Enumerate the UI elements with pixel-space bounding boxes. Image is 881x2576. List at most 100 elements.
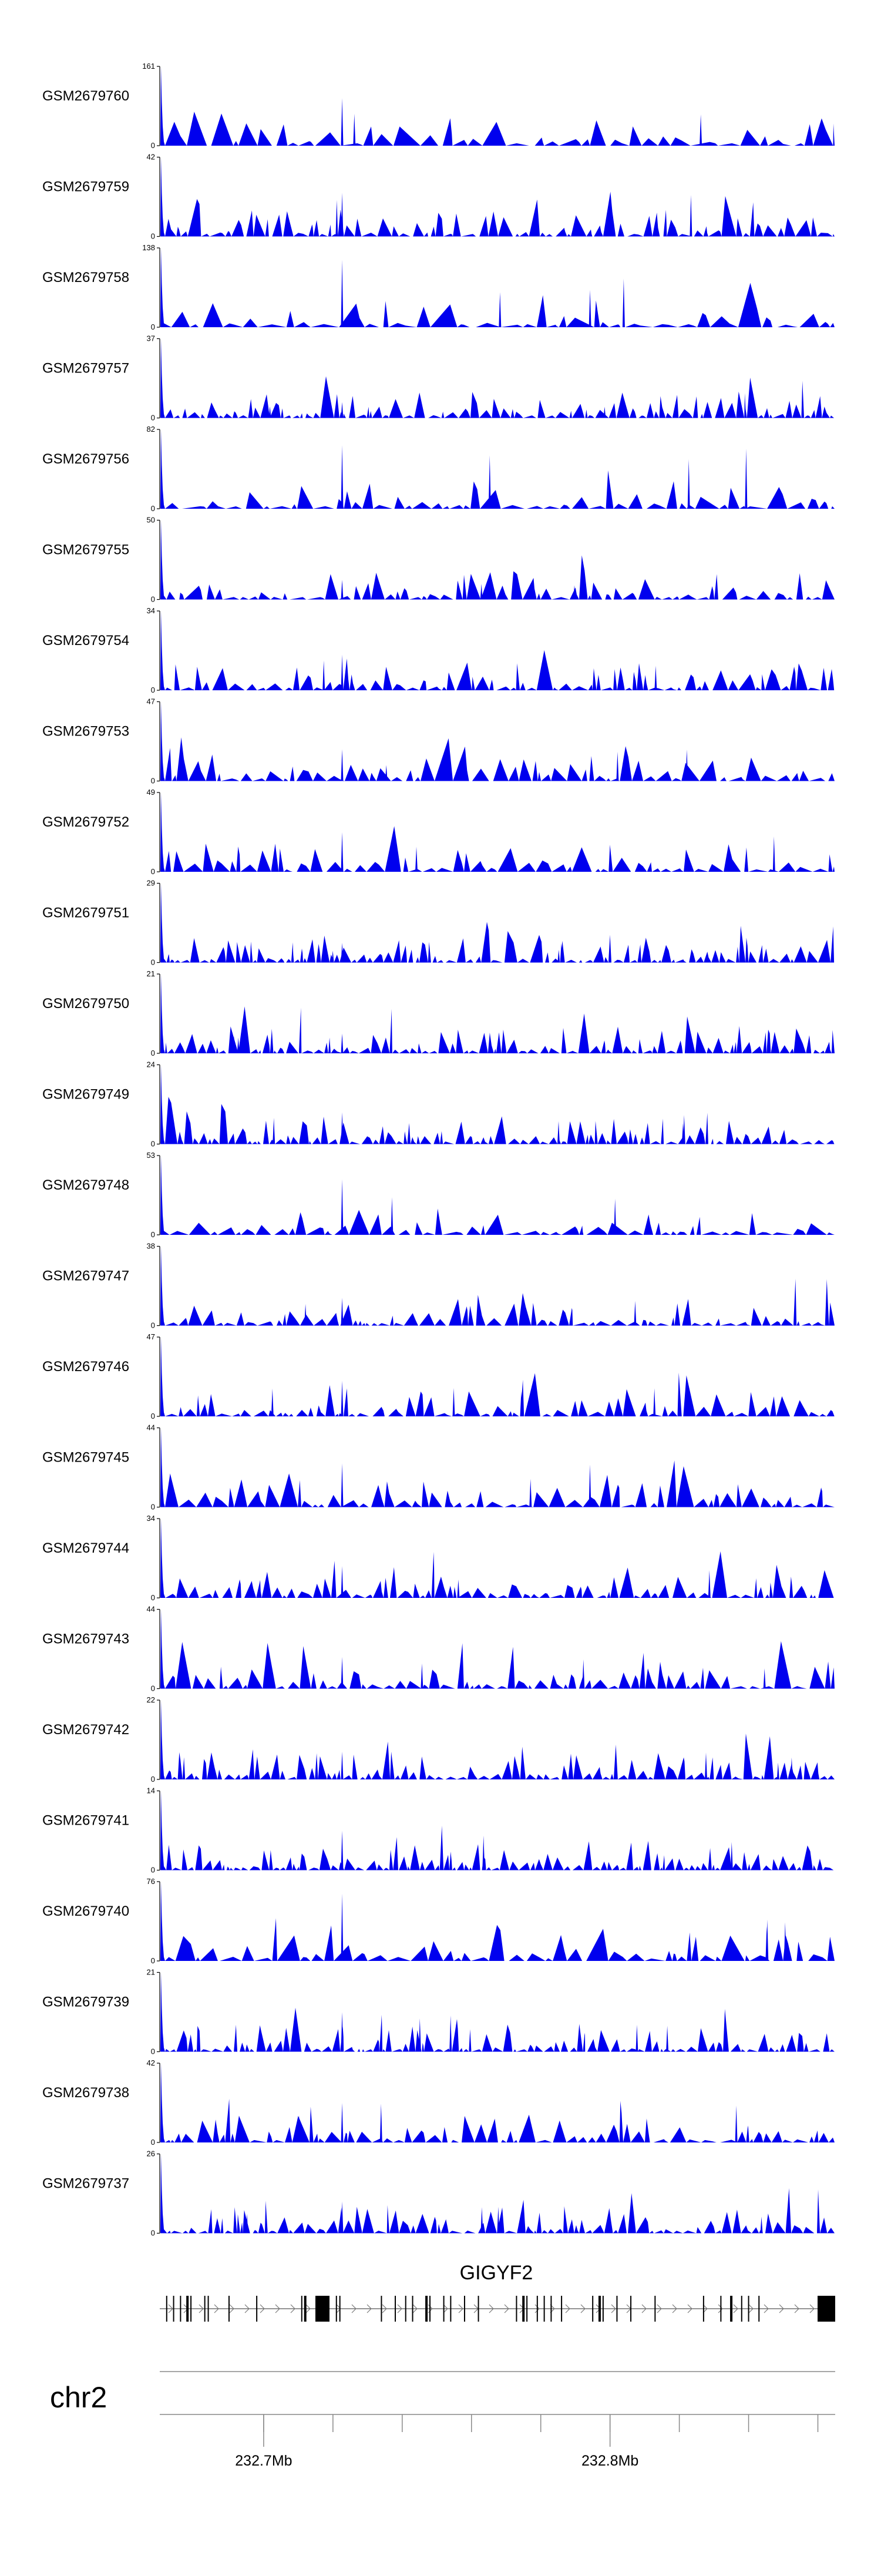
- coverage-area: [160, 1791, 835, 1870]
- coverage-track: GSM2679760 161 0: [42, 62, 835, 150]
- coverage-peak: [322, 660, 325, 690]
- coverage-peak: [497, 2206, 500, 2234]
- strand-arrow: [641, 2304, 647, 2313]
- coverage-peak: [341, 749, 344, 781]
- coverage-peak: [529, 1479, 532, 1507]
- strand-arrow: [764, 2304, 769, 2313]
- coverage-peak: [739, 1038, 742, 1053]
- strand-arrow: [657, 2304, 662, 2313]
- coverage-peak: [685, 750, 688, 781]
- y-tick-label: 0: [151, 141, 155, 150]
- coverage-peak: [622, 278, 625, 327]
- gene-exon-block: [818, 2296, 835, 2322]
- coverage-area: [160, 1156, 835, 1235]
- coverage-peak: [379, 2104, 382, 2142]
- coverage-peak: [341, 1033, 344, 1053]
- coverage-peak: [730, 1842, 733, 1870]
- y-tick-label: 22: [147, 1695, 155, 1704]
- coverage-peak: [499, 292, 502, 327]
- track-label: GSM2679740: [42, 1903, 129, 1919]
- coverage-area: [160, 974, 835, 1053]
- gene-exon: [429, 2296, 431, 2322]
- gene-exon: [180, 2296, 181, 2322]
- gene-exon: [758, 2296, 760, 2322]
- coverage-peak: [603, 407, 606, 418]
- gene-exon: [702, 2296, 704, 2322]
- coverage-area: [160, 883, 835, 963]
- coverage-track: GSM2679745 44 0: [42, 1423, 835, 1512]
- y-tick-label: 47: [147, 697, 155, 706]
- coverage-peak: [681, 1123, 684, 1144]
- y-tick-label: 76: [147, 1877, 155, 1886]
- coverage-peak: [766, 1919, 769, 1961]
- y-tick-label: 0: [151, 686, 155, 694]
- coverage-peak: [341, 1657, 344, 1689]
- coverage-area: [160, 792, 835, 872]
- coverage-peak: [298, 2115, 301, 2142]
- coverage-peak: [341, 1112, 344, 1144]
- track-label: GSM2679756: [42, 451, 129, 467]
- strand-arrow: [458, 2304, 463, 2313]
- gene-exon: [730, 2296, 733, 2322]
- coverage-peak: [482, 1835, 485, 1870]
- coverage-track: GSM2679740 76 0: [42, 1877, 835, 1965]
- coverage-area: [160, 1519, 835, 1598]
- gene-exon: [450, 2296, 452, 2322]
- y-tick-label: 26: [147, 2150, 155, 2158]
- coverage-area: [160, 611, 835, 690]
- coverage-peak: [589, 1465, 591, 1507]
- track-label: GSM2679745: [42, 1450, 129, 1466]
- coverage-peak: [341, 2201, 344, 2234]
- coverage-track: GSM2679743 44 0: [42, 1605, 835, 1693]
- y-tick-label: 0: [151, 1593, 155, 1602]
- coverage-peak: [573, 585, 576, 600]
- coverage-area: [160, 157, 835, 237]
- coverage-area: [160, 520, 835, 600]
- coverage-area: [160, 1337, 835, 1416]
- gene-exon: [301, 2296, 302, 2322]
- strand-arrow: [733, 2304, 738, 2313]
- gene-exon: [190, 2296, 192, 2322]
- coverage-peak: [449, 2015, 452, 2052]
- coverage-peak: [237, 1037, 240, 1053]
- coverage-peak: [488, 455, 491, 509]
- track-label: GSM2679737: [42, 2176, 129, 2192]
- coverage-peak: [268, 406, 271, 418]
- coverage-area: [160, 1972, 835, 2052]
- gene-exon: [516, 2296, 517, 2322]
- strand-arrow: [260, 2304, 265, 2313]
- coverage-track: GSM2679739 21 0: [42, 1968, 835, 2056]
- gene-exon: [381, 2296, 382, 2322]
- strand-arrow: [718, 2304, 723, 2313]
- gene-exon: [741, 2296, 742, 2322]
- coverage-peak: [341, 2012, 344, 2052]
- coverage-track: GSM2679742 22 0: [42, 1695, 835, 1784]
- coverage-peak: [480, 2207, 483, 2234]
- coverage-track: GSM2679738 42 0: [42, 2058, 835, 2147]
- coverage-track: GSM2679752 49 0: [42, 788, 835, 876]
- strand-arrow: [779, 2304, 784, 2313]
- y-tick-label: 0: [151, 504, 155, 513]
- gene-exon: [478, 2296, 479, 2322]
- strand-arrow: [244, 2304, 250, 2313]
- y-tick-label: 42: [147, 2058, 155, 2067]
- gene-exon: [602, 2296, 604, 2322]
- gene-exon: [207, 2296, 209, 2322]
- y-tick-label: 29: [147, 879, 155, 888]
- y-tick-label: 0: [151, 1412, 155, 1420]
- gene-exon: [425, 2296, 428, 2322]
- axis-tick-label: 232.7Mb: [235, 2453, 292, 2469]
- coverage-peak: [784, 1922, 786, 1961]
- y-tick-label: 0: [151, 1321, 155, 1330]
- y-tick-label: 0: [151, 2138, 155, 2147]
- y-tick-label: 0: [151, 1684, 155, 1693]
- coverage-peak: [271, 1388, 274, 1416]
- chromosome-label: chr2: [50, 2381, 107, 2414]
- coverage-peak: [341, 1179, 344, 1235]
- gene-exon: [339, 2296, 341, 2322]
- gene-exon: [335, 2296, 337, 2322]
- coverage-peak: [353, 113, 356, 146]
- coverage-area: [160, 1700, 835, 1779]
- axis-tick-label: 232.8Mb: [581, 2453, 638, 2469]
